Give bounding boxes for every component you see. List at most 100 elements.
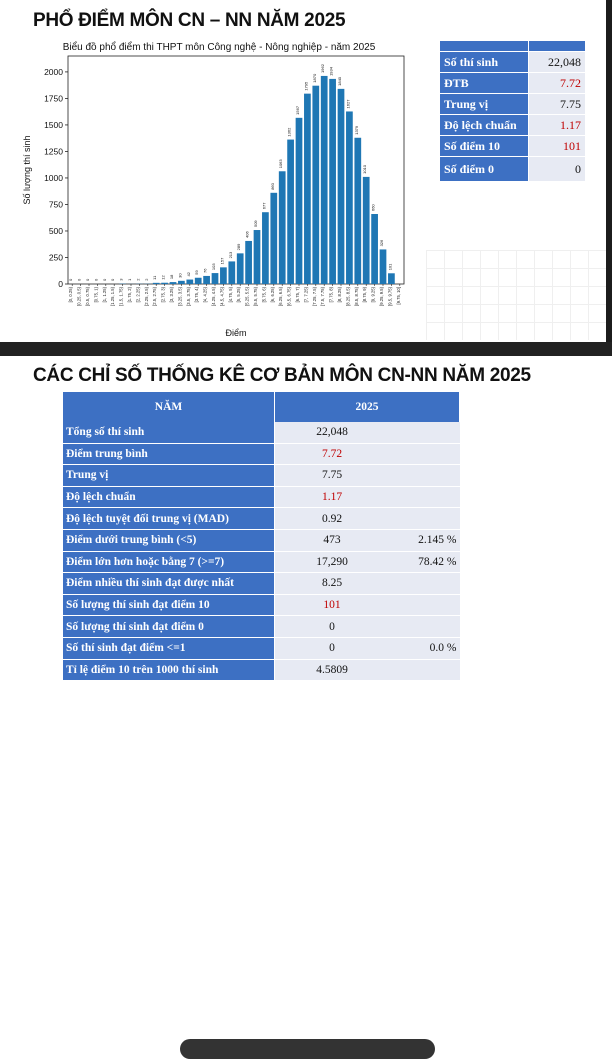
x-tick-label: [3.75, 4) bbox=[194, 286, 199, 302]
y-tick-label: 500 bbox=[49, 226, 63, 236]
bar-data-label: 0 bbox=[93, 278, 98, 281]
row-value: 7.72 bbox=[275, 443, 390, 465]
x-tick-label: [9.25, 9.5) bbox=[379, 286, 384, 305]
x-tick-label: [8.75, 9) bbox=[362, 286, 367, 302]
row-percent bbox=[389, 465, 460, 487]
bar-data-label: 860 bbox=[270, 182, 275, 189]
bar-data-label: 1840 bbox=[337, 76, 342, 86]
histogram-bar bbox=[262, 212, 269, 284]
x-tick-label: [3, 3.25) bbox=[169, 286, 174, 302]
bar-data-label: 42 bbox=[186, 271, 191, 276]
row-value: 8.25 bbox=[275, 573, 390, 595]
row-label: Điểm lớn hơn hoặc bằng 7 (>=7) bbox=[63, 551, 275, 573]
bar-data-label: 101 bbox=[387, 263, 392, 270]
bar-data-label: 1379 bbox=[354, 125, 359, 135]
summary-label: Số thí sinh bbox=[440, 52, 529, 73]
row-label: Điểm nhiều thí sinh đạt được nhất bbox=[63, 573, 275, 595]
row-label: Độ lệch tuyệt đối trung vị (MAD) bbox=[63, 508, 275, 530]
histogram-bar bbox=[287, 140, 294, 284]
summary-header-left bbox=[440, 41, 529, 52]
video-control-bar[interactable] bbox=[180, 1039, 435, 1059]
histogram-bar bbox=[338, 89, 345, 284]
row-percent bbox=[389, 594, 460, 616]
x-tick-label: [8.5, 8.75) bbox=[354, 286, 359, 305]
row-percent: 0.0 % bbox=[389, 637, 460, 659]
histogram-bar bbox=[346, 111, 353, 284]
x-tick-label: [7.5, 7.75) bbox=[320, 286, 325, 305]
x-tick-label: [5.25, 5.5) bbox=[245, 286, 250, 305]
x-tick-label: [1.25, 1.5) bbox=[110, 286, 115, 305]
row-percent: 2.145 % bbox=[389, 529, 460, 551]
x-tick-label: [1.5, 1.75) bbox=[119, 286, 124, 305]
x-tick-label: [2, 2.25) bbox=[135, 286, 140, 302]
x-tick-label: [0, 0.25) bbox=[68, 286, 73, 302]
slide-score-distribution: PHỔ ĐIỂM MÔN CN – NN NĂM 2025 Biểu đồ ph… bbox=[0, 0, 612, 342]
y-tick-label: 2000 bbox=[44, 67, 63, 77]
histogram-bar bbox=[321, 76, 328, 284]
y-tick-label: 250 bbox=[49, 252, 63, 262]
x-tick-label: [0.25, 0.5) bbox=[77, 286, 82, 305]
table-header-row: NĂM 2025 bbox=[63, 392, 460, 422]
bar-data-label: 1063 bbox=[278, 159, 283, 169]
bar-data-label: 0 bbox=[110, 278, 115, 281]
bar-data-label: 289 bbox=[236, 243, 241, 250]
histogram-bar bbox=[161, 283, 168, 284]
histogram-bar bbox=[312, 86, 319, 284]
histogram-bar bbox=[363, 177, 370, 284]
row-value: 22,048 bbox=[275, 422, 390, 443]
bar-data-label: 213 bbox=[228, 251, 233, 258]
x-tick-label: [4.75, 5) bbox=[228, 286, 233, 302]
bar-data-label: 406 bbox=[245, 230, 250, 237]
bar-data-label: 12 bbox=[161, 275, 166, 280]
table-row: Độ lệch tuyệt đối trung vị (MAD)0.92 bbox=[63, 508, 460, 530]
histogram-bar bbox=[178, 281, 185, 284]
histogram-bar bbox=[354, 138, 361, 284]
summary-value: 7.75 bbox=[529, 94, 586, 115]
histogram-bar bbox=[186, 280, 193, 284]
row-value: 0 bbox=[275, 616, 390, 638]
bar-data-label: 2 bbox=[144, 278, 149, 281]
bar-data-label: 1 bbox=[127, 278, 132, 281]
bar-data-label: 1795 bbox=[303, 81, 308, 91]
row-percent bbox=[389, 659, 460, 681]
x-tick-label: [2.25, 2.5) bbox=[144, 286, 149, 305]
slide-title: CÁC CHỈ SỐ THỐNG KÊ CƠ BẢN MÔN CN-NN NĂM… bbox=[33, 365, 531, 387]
bar-data-label: 0 bbox=[85, 278, 90, 281]
x-tick-label: [3.25, 3.5) bbox=[177, 286, 182, 305]
x-tick-label: [5.75, 6) bbox=[261, 286, 266, 302]
histogram-bar bbox=[237, 253, 244, 284]
row-value: 7.75 bbox=[275, 465, 390, 487]
y-tick-label: 0 bbox=[58, 279, 63, 289]
x-tick-label: [6.75, 7) bbox=[295, 286, 300, 302]
row-label: Trung vị bbox=[63, 465, 275, 487]
x-tick-label: [7, 7.25) bbox=[303, 286, 308, 302]
summary-value: 101 bbox=[529, 136, 586, 157]
row-percent bbox=[389, 486, 460, 508]
header-year: 2025 bbox=[275, 392, 460, 422]
bar-data-label: 59 bbox=[194, 270, 199, 275]
summary-label: Trung vị bbox=[440, 94, 529, 115]
x-tick-label: [2.75, 3) bbox=[161, 286, 166, 302]
row-value: 1.17 bbox=[275, 486, 390, 508]
histogram-bar bbox=[153, 283, 160, 284]
x-tick-label: [2.5, 2.75) bbox=[152, 286, 157, 305]
chart-title: Biểu đồ phổ điểm thi THPT môn Công nghệ … bbox=[63, 41, 376, 53]
bar-data-label: 1962 bbox=[320, 63, 325, 73]
y-tick-label: 1500 bbox=[44, 120, 63, 130]
slide-divider bbox=[0, 342, 612, 356]
row-percent bbox=[389, 573, 460, 595]
histogram-bar bbox=[212, 273, 219, 284]
x-tick-label: [8, 8.25) bbox=[337, 286, 342, 302]
row-label: Điểm trung bình bbox=[63, 443, 275, 465]
histogram-bar bbox=[220, 267, 227, 284]
summary-label: ĐTB bbox=[440, 73, 529, 94]
